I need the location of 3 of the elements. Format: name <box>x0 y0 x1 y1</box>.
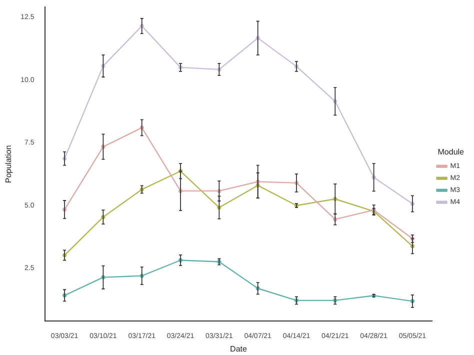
x-axis-title: Date <box>230 344 248 354</box>
legend-title: Module <box>438 147 465 156</box>
y-axis-title: Population <box>4 145 14 184</box>
